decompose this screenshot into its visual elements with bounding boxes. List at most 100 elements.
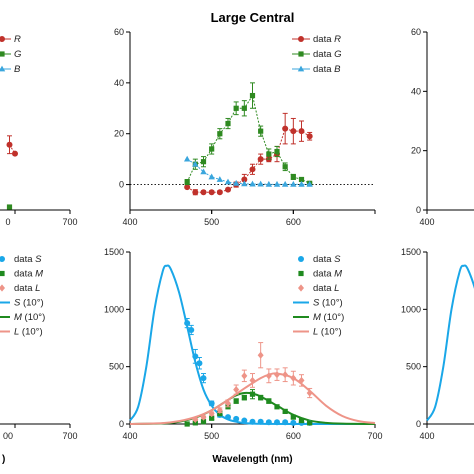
curve-l <box>129 372 376 425</box>
y-tick-label: 1500 <box>401 247 421 257</box>
y-tick-label: 1000 <box>104 304 124 314</box>
data-point-r <box>306 133 313 140</box>
data-point-g <box>290 174 296 180</box>
panel-right-bottom: 400 1500 1000 500 0 <box>401 247 474 441</box>
legend-swatch <box>0 36 5 42</box>
panel-center-top: 400 500 600 0 20 40 60 Large Central data R data … <box>114 10 376 227</box>
data-point-l <box>290 374 297 382</box>
data-point-g <box>200 159 207 165</box>
data-point-s <box>200 375 207 382</box>
legend-swatch <box>297 65 305 72</box>
legend-swatch <box>0 256 5 262</box>
x-tick-label: 400 <box>419 217 434 227</box>
data-point-b <box>273 180 281 187</box>
data-point-s <box>188 326 195 333</box>
data-point-l <box>200 413 207 421</box>
x-tick-label: 500 <box>204 431 219 441</box>
legend-swatch <box>0 51 5 57</box>
data-point-l <box>241 372 248 380</box>
data-point-b <box>290 180 297 187</box>
legend-swatch <box>0 284 5 292</box>
legend-label: data R <box>313 34 341 45</box>
legend-label: B <box>14 64 21 75</box>
x-tick-label: 00 <box>3 431 13 441</box>
x-tick-label: 700 <box>62 431 77 441</box>
data-point-r <box>225 186 231 193</box>
data-point-m <box>258 395 264 401</box>
series-line-r <box>186 128 310 193</box>
data-point-l <box>274 371 280 379</box>
legend-swatch <box>298 270 304 277</box>
legend-label: data M <box>313 269 342 280</box>
data-point-s <box>265 419 272 426</box>
y-tick-label: 1500 <box>104 247 124 257</box>
data-point-b <box>298 180 305 187</box>
data-point-m <box>266 398 272 404</box>
data-point-g <box>258 128 264 134</box>
data-point-g <box>209 146 215 152</box>
y-tick-label: 0 <box>416 419 421 429</box>
legend-swatch <box>0 270 5 277</box>
data-point-g <box>266 151 272 157</box>
y-tick-label: 0 <box>119 419 124 429</box>
data-point-r <box>241 176 248 183</box>
data-point-l <box>192 415 199 424</box>
data-point-l <box>216 406 223 414</box>
data-point-m <box>274 404 280 410</box>
data-point-g <box>184 179 190 185</box>
panel-left-top: 700 0 RGB <box>0 34 78 227</box>
data-point-b <box>200 168 207 175</box>
x-tick-label: 600 <box>286 431 301 441</box>
data-point-b <box>216 176 224 182</box>
data-point-m <box>200 419 207 425</box>
x-tick-label: 0 <box>5 217 10 227</box>
legend-label: L (10°) <box>14 327 43 338</box>
data-point-m <box>282 408 288 414</box>
data-point-r <box>12 150 18 157</box>
legend-swatch <box>298 256 304 262</box>
data-point-b <box>224 178 232 185</box>
x-tick-label: 400 <box>122 431 137 441</box>
data-point-m <box>233 398 239 404</box>
panel-title: Large Central <box>211 10 295 25</box>
data-point-r <box>6 141 13 148</box>
legend-label: S (10°) <box>14 298 44 309</box>
x-axis-label: Wavelength (nm) <box>212 454 292 465</box>
legend-label: data M <box>14 269 43 280</box>
x-tick-label: 400 <box>419 431 434 441</box>
x-tick-label: 700 <box>62 217 77 227</box>
legend-swatch <box>298 51 304 57</box>
x-tick-label: 600 <box>286 217 301 227</box>
y-tick-label: 60 <box>411 27 421 37</box>
data-point-s <box>249 418 256 425</box>
data-point-g <box>298 176 305 183</box>
y-tick-label: 20 <box>411 146 421 156</box>
data-point-r <box>200 189 207 196</box>
data-point-l <box>233 386 240 394</box>
x-tick-label: 400 <box>122 217 137 227</box>
data-point-b <box>183 155 191 162</box>
data-point-s <box>233 415 240 422</box>
data-point-b <box>232 179 240 186</box>
data-point-l <box>298 376 305 385</box>
legend-label: data G <box>313 49 342 60</box>
legend-label: data L <box>313 283 339 294</box>
data-point-b <box>281 180 289 187</box>
data-point-r <box>208 189 215 196</box>
data-point-r <box>290 128 297 135</box>
data-point-b <box>265 180 273 187</box>
data-point-l <box>225 399 231 407</box>
legend-label: G <box>14 49 21 60</box>
data-point-l <box>265 372 272 380</box>
legend-label: S (10°) <box>313 298 343 309</box>
series-line-g <box>186 94 310 184</box>
legend-swatch <box>298 36 304 42</box>
legend-label: R <box>14 34 21 45</box>
legend-swatch <box>0 65 6 72</box>
y-tick-label: 500 <box>109 362 124 372</box>
data-point-l <box>208 410 215 418</box>
data-point-s <box>274 419 280 426</box>
data-point-g <box>225 120 231 127</box>
data-point-r <box>216 189 223 196</box>
